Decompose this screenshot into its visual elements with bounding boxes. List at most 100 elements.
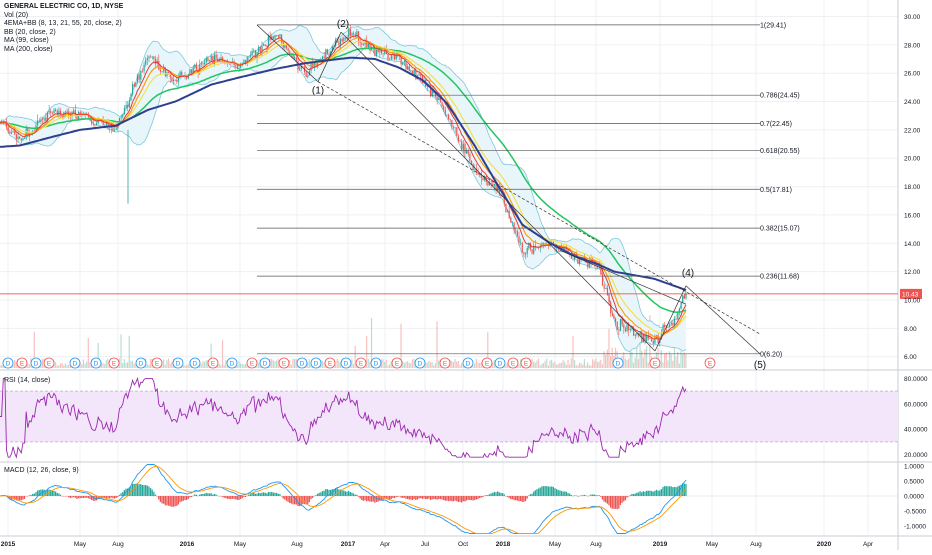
event-marker-label: D <box>176 361 181 368</box>
macd-histogram-bar <box>427 496 428 499</box>
macd-histogram-bar <box>260 493 261 496</box>
volume-bar <box>204 362 205 368</box>
macd-histogram-bar <box>425 496 426 499</box>
legend-study-ma200[interactable]: MA (200, close) <box>4 46 123 55</box>
candle-body <box>211 56 212 61</box>
candle-body <box>525 254 526 255</box>
candle-body <box>129 100 130 107</box>
macd-histogram-bar <box>530 494 531 496</box>
candle-body <box>612 313 613 315</box>
macd-histogram-bar <box>142 485 143 496</box>
candle-body <box>132 84 133 94</box>
macd-histogram-bar <box>317 494 318 496</box>
volume-bar <box>631 352 632 368</box>
volume-bar <box>623 352 624 368</box>
macd-histogram-bar <box>618 496 619 509</box>
macd-histogram-bar <box>160 496 161 502</box>
macd-histogram-bar <box>497 491 498 496</box>
candle-body <box>443 106 444 110</box>
macd-histogram-bar <box>405 496 406 499</box>
volume-bar <box>518 364 519 368</box>
macd-histogram-bar <box>644 492 645 496</box>
event-marker: E <box>482 358 492 368</box>
candle-body <box>42 120 43 121</box>
volume-bar <box>409 363 410 368</box>
volume-bar <box>273 360 274 368</box>
legend-study-bb[interactable]: BB (20, close, 2) <box>4 29 123 38</box>
macd-axis-tick: -1.0000 <box>904 524 926 531</box>
candle-body <box>455 127 456 128</box>
candle-body <box>487 182 488 185</box>
volume-bar <box>451 361 452 368</box>
candle-body <box>135 82 136 86</box>
macd-histogram-bar <box>391 496 392 499</box>
macd-axis-tick: 0.0000 <box>904 494 924 501</box>
volume-bar <box>541 364 542 368</box>
candle-body <box>202 63 203 64</box>
macd-histogram-bar <box>130 486 131 496</box>
candle-body <box>248 57 249 58</box>
macd-histogram-bar <box>171 496 172 507</box>
macd-histogram-bar <box>477 496 478 499</box>
macd-histogram-bar <box>415 496 416 500</box>
volume-bar <box>147 364 148 368</box>
macd-histogram-bar <box>607 496 608 504</box>
macd-histogram-bar <box>441 496 442 500</box>
legend-title[interactable]: GENERAL ELECTRIC CO, 1D, NYSE <box>4 3 123 12</box>
macd-histogram-bar <box>361 496 362 500</box>
macd-histogram-bar <box>286 496 287 501</box>
x-axis-tick: May <box>706 541 719 548</box>
macd-histogram-bar <box>438 496 439 499</box>
candle-body <box>667 327 668 328</box>
macd-histogram-bar <box>86 496 87 498</box>
macd-histogram-bar <box>486 495 487 496</box>
macd-histogram-bar <box>371 496 372 502</box>
volume-bar <box>558 364 559 368</box>
event-marker-label: D <box>616 361 621 368</box>
ema-55-line <box>0 48 686 312</box>
macd-histogram-bar <box>73 496 74 497</box>
macd-pane-label[interactable]: MACD (12, 26, close, 9) <box>4 467 79 474</box>
candle-body <box>662 325 663 332</box>
x-axis-tick: Aug <box>590 541 602 548</box>
candle-body <box>191 69 192 73</box>
rsi-pane-label[interactable]: RSI (14, close) <box>4 377 50 384</box>
legend-study-4ema-bb[interactable]: 4EMA+BB (8, 13, 21, 55, 20, close, 2) <box>4 20 123 29</box>
volume-bar <box>171 361 172 368</box>
macd-histogram-bar <box>202 494 203 496</box>
candle-body <box>139 75 140 80</box>
candle-body <box>45 118 46 122</box>
volume-bar <box>201 364 202 368</box>
macd-histogram-bar <box>279 494 280 496</box>
legend-study-ma99[interactable]: MA (99, close) <box>4 37 123 46</box>
macd-histogram-bar <box>489 494 490 496</box>
candle-body <box>220 57 221 59</box>
macd-histogram-bar <box>567 493 568 496</box>
event-marker-label: D <box>73 361 78 368</box>
price-axis-tick: 28.00 <box>904 42 921 49</box>
volume-bar <box>323 363 324 368</box>
volume-bar <box>599 361 600 368</box>
volume-bar <box>569 364 570 368</box>
event-marker-label: D <box>344 361 349 368</box>
price-axis-tick: 30.00 <box>904 14 921 21</box>
candle-body <box>342 39 343 41</box>
candle-body <box>684 295 685 298</box>
candle-body <box>324 57 325 58</box>
macd-axis-tick: 1.0000 <box>904 464 924 471</box>
volume-bar <box>150 359 151 368</box>
volume-bar <box>456 362 457 368</box>
candle-body <box>178 78 179 82</box>
volume-bar <box>600 360 601 368</box>
macd-histogram-bar <box>571 495 572 496</box>
fib-level-label: 0.618(20.55) <box>760 148 800 155</box>
macd-histogram-bar <box>479 496 480 498</box>
legend-study-volume[interactable]: Vol (20) <box>4 12 123 21</box>
event-marker: E <box>392 358 402 368</box>
macd-histogram-bar <box>201 494 202 496</box>
event-marker-label: D <box>418 361 423 368</box>
candle-body <box>134 84 135 86</box>
volume-bar <box>597 362 598 368</box>
volume-bar <box>536 361 537 368</box>
